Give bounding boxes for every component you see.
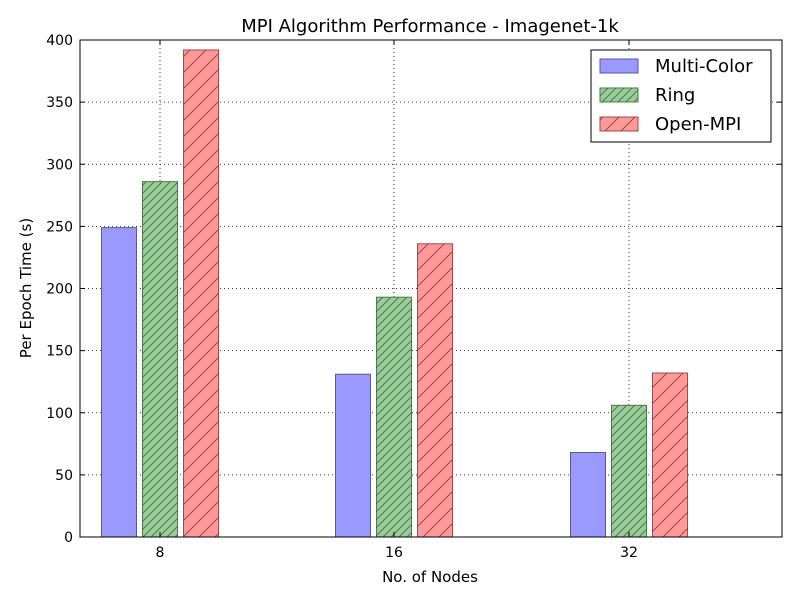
bar-hatch (611, 405, 647, 537)
x-axis: 8 16 32 (156, 40, 638, 561)
bar-multi-color-32 (570, 452, 606, 538)
y-axis-label: Per Epoch Time (s) (17, 218, 35, 358)
legend-swatch (599, 58, 639, 74)
bar-hatch (417, 243, 453, 537)
y-tick-label: 150 (46, 344, 73, 360)
bar-hatch (376, 297, 412, 537)
legend-label: Open-MPI (655, 114, 741, 135)
x-tick-label: 32 (620, 545, 638, 561)
bar-multi-color-16 (335, 373, 371, 538)
bar-hatch (652, 372, 688, 537)
legend-label: Ring (655, 85, 695, 106)
y-tick-label: 400 (46, 33, 73, 49)
y-tick-label: 50 (55, 468, 73, 484)
bar-multi-color-8 (101, 227, 137, 538)
bar-hatch (142, 181, 178, 537)
y-tick-label: 200 (46, 282, 73, 298)
x-tick-label: 16 (385, 545, 403, 561)
y-tick-label: 300 (46, 157, 73, 173)
legend-swatch-hatch (600, 88, 638, 102)
y-axis: 0 50 100 150 200 250 300 350 400 (46, 33, 782, 546)
chart-title: MPI Algorithm Performance - Imagenet-1k (241, 16, 619, 37)
legend: Multi-Color Ring Open-MPI (590, 49, 772, 143)
legend-swatch-hatch (600, 117, 638, 131)
x-tick-label: 8 (156, 545, 165, 561)
y-tick-label: 250 (46, 219, 73, 235)
bar-hatch (183, 49, 219, 537)
y-tick-label: 350 (46, 95, 73, 111)
y-tick-label: 100 (46, 406, 73, 422)
y-tick-label: 0 (64, 530, 73, 546)
legend-label: Multi-Color (655, 56, 753, 77)
x-axis-label: No. of Nodes (382, 568, 478, 586)
